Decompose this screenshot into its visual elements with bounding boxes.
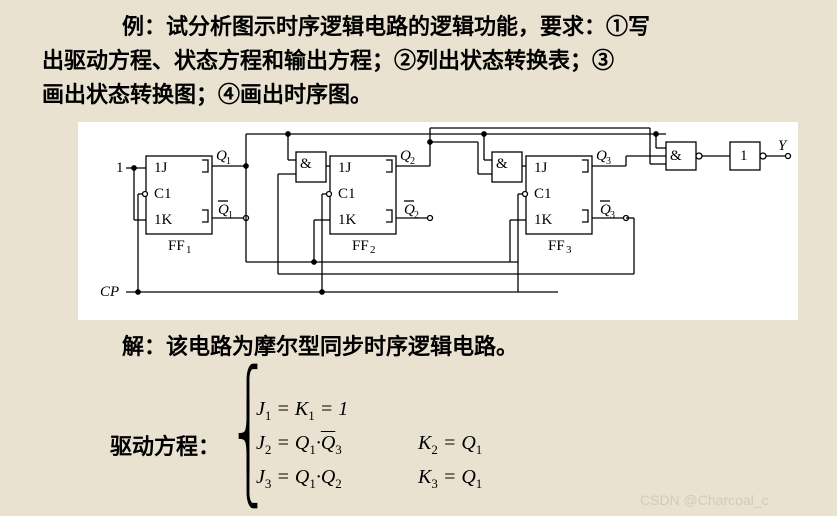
svg-text:1K: 1K — [338, 212, 357, 228]
solution-line: 解：该电路为摩尔型同步时序逻辑电路。 — [122, 330, 518, 364]
svg-text:&: & — [300, 156, 312, 172]
svg-text:C1: C1 — [338, 186, 356, 202]
svg-text:FF: FF — [352, 238, 369, 254]
svg-text:&: & — [670, 148, 682, 164]
problem-line-2: 出驱动方程、状态方程和输出方程；②列出状态转换表；③ — [42, 44, 822, 78]
svg-text:Y: Y — [778, 138, 788, 154]
svg-text:1: 1 — [186, 244, 192, 256]
svg-text:1: 1 — [228, 210, 233, 221]
drive-equation-label: 驱动方程： — [110, 430, 220, 464]
eq-j3: J3 = Q1·Q2 — [256, 466, 342, 492]
circuit-diagram: 1J C1 1K FF 1 Q 1 Q 1 1 & 1J C1 1K FF 2 — [78, 122, 798, 320]
svg-text:3: 3 — [566, 244, 572, 256]
svg-text:FF: FF — [548, 238, 565, 254]
svg-text:1: 1 — [116, 160, 124, 176]
svg-text:1J: 1J — [338, 160, 352, 176]
svg-text:2: 2 — [414, 210, 419, 221]
svg-text:CP: CP — [100, 284, 119, 300]
svg-text:C1: C1 — [154, 186, 172, 202]
eq-j1k1: J1 = K1 = 1 — [256, 398, 348, 424]
svg-text:3: 3 — [610, 210, 615, 221]
svg-text:&: & — [496, 156, 508, 172]
svg-text:1K: 1K — [534, 212, 553, 228]
svg-text:1: 1 — [740, 148, 748, 164]
watermark: CSDN @Charcoal_c — [640, 492, 769, 508]
eq-k3: K3 = Q1 — [418, 466, 482, 492]
svg-text:2: 2 — [370, 244, 376, 256]
eq-j2: J2 = Q1·Q3 — [256, 432, 342, 458]
problem-line-3: 画出状态转换图；④画出时序图。 — [42, 78, 822, 112]
svg-text:2: 2 — [410, 156, 415, 167]
eq-k2: K2 = Q1 — [418, 432, 482, 458]
problem-line-1: 例：试分析图示时序逻辑电路的逻辑功能，要求：①写 — [122, 10, 822, 44]
svg-text:1J: 1J — [154, 160, 168, 176]
svg-text:FF: FF — [168, 238, 185, 254]
svg-text:1: 1 — [226, 156, 231, 167]
svg-text:1J: 1J — [534, 160, 548, 176]
svg-text:3: 3 — [606, 156, 611, 167]
svg-text:C1: C1 — [534, 186, 552, 202]
svg-text:1K: 1K — [154, 212, 173, 228]
